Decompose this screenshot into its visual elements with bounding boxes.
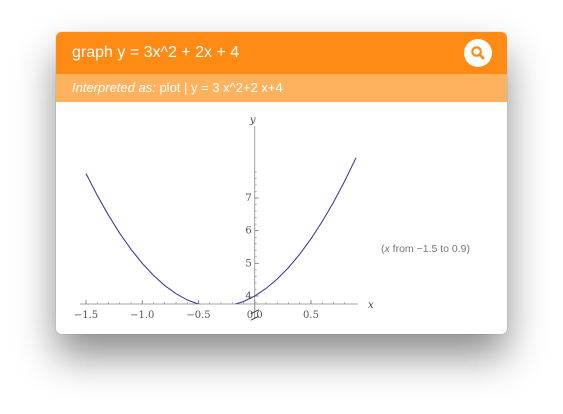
range-open: ( [381,243,385,255]
y-tick-label: 7 [245,193,251,204]
axis-break-mark [250,315,259,321]
range-close: ) [466,243,471,255]
y-tick-label: 6 [245,226,251,237]
range-text: from −1.5 to 0.9 [392,243,467,255]
query-text[interactable]: graph y = 3x^2 + 2x + 4 [72,44,240,61]
x-tick-label: 0.5 [303,310,319,321]
x-axis-label: x [368,300,374,311]
query-bar[interactable]: graph y = 3x^2 + 2x + 4 [56,32,507,74]
search-icon [471,46,485,60]
interpretation-value: plot | y = 3 x^2+2 x+4 [159,80,283,95]
plot-area: −1.5 −1.0 −0.5 0.0 0.5 x 4 5 6 7 y (x from −1.5 to… [56,102,507,334]
interpretation-text: Interpreted as: plot | y = 3 x^2+2 x+4 [72,74,283,102]
range-note: (x from −1.5 to 0.9) [381,243,470,255]
series-line [85,157,357,304]
y-tick-label: 4 [245,291,251,302]
x-tick-label: −1.0 [130,310,154,321]
y-tick-label: 5 [245,258,251,269]
interpretation-bar: Interpreted as: plot | y = 3 x^2+2 x+4 [56,74,507,102]
range-variable: x [384,243,390,255]
y-axis-label: y [249,115,256,126]
search-button[interactable] [464,39,492,67]
x-tick-label: −0.5 [186,310,210,321]
interpretation-label: Interpreted as: [72,80,156,95]
axis-break-mark [250,309,259,315]
x-tick-label: −1.5 [74,310,98,321]
wolfram-alpha-window: graph y = 3x^2 + 2x + 4 Interpreted as: … [56,32,507,334]
